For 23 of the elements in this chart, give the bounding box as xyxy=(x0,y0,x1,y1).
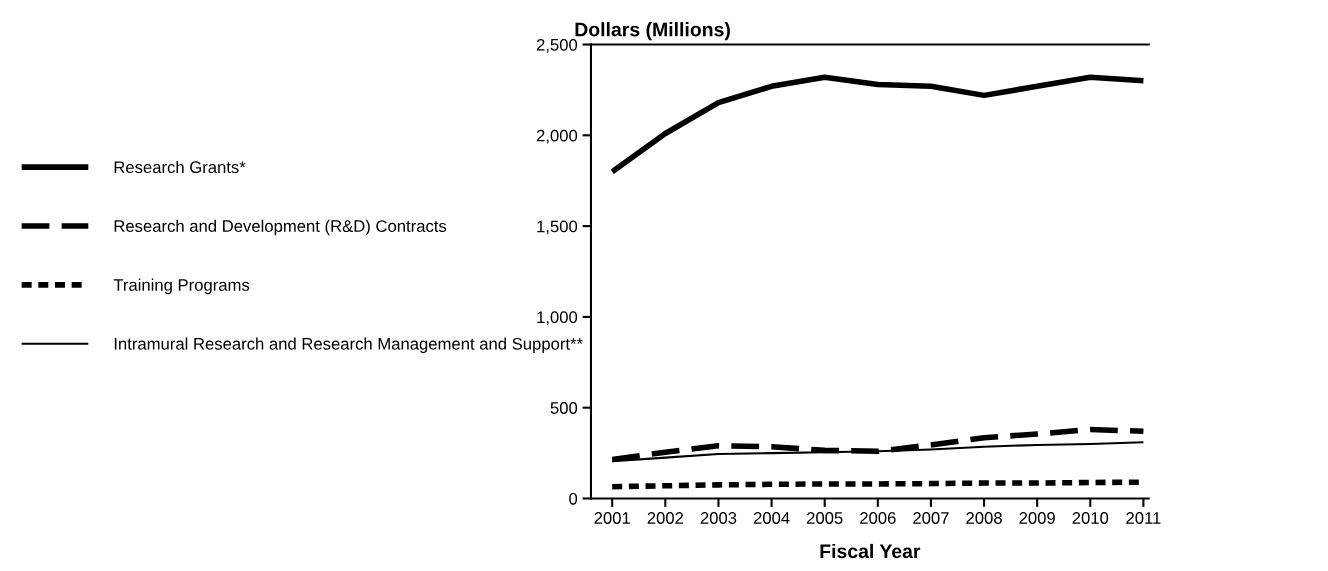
x-tick-label: 2003 xyxy=(700,512,737,524)
y-tick-label: 2,500 xyxy=(536,38,578,53)
chart-title: Dollars (Millions) xyxy=(575,22,730,41)
x-tick-label: 2002 xyxy=(647,512,684,524)
y-tick-label: 2,000 xyxy=(536,129,578,144)
x-tick-label: 2010 xyxy=(1072,512,1109,524)
x-tick-label: 2001 xyxy=(594,512,630,524)
x-tick-label: 2007 xyxy=(913,512,949,524)
legend-label: Intramural Research and Research Management and Support** xyxy=(114,337,583,354)
x-axis-title: Fiscal Year xyxy=(820,543,921,559)
y-tick-label: 500 xyxy=(550,402,578,414)
y-tick-label: 1,500 xyxy=(537,220,578,235)
x-tick-label: 2005 xyxy=(806,512,843,524)
x-tick-label: 2008 xyxy=(966,512,1002,524)
legend-label: Research Grants* xyxy=(114,160,246,174)
legend-label: Research and Development (R&D) Contracts xyxy=(114,219,447,236)
x-tick-label: 2004 xyxy=(753,512,790,524)
y-tick-label: 0 xyxy=(569,492,578,505)
x-tick-label: 2009 xyxy=(1019,512,1055,524)
legend-label: Training Programs xyxy=(113,278,250,295)
x-tick-label: 2006 xyxy=(860,512,896,524)
x-tick-label: 2011 xyxy=(1126,512,1161,524)
y-tick-label: 1,000 xyxy=(537,311,578,326)
